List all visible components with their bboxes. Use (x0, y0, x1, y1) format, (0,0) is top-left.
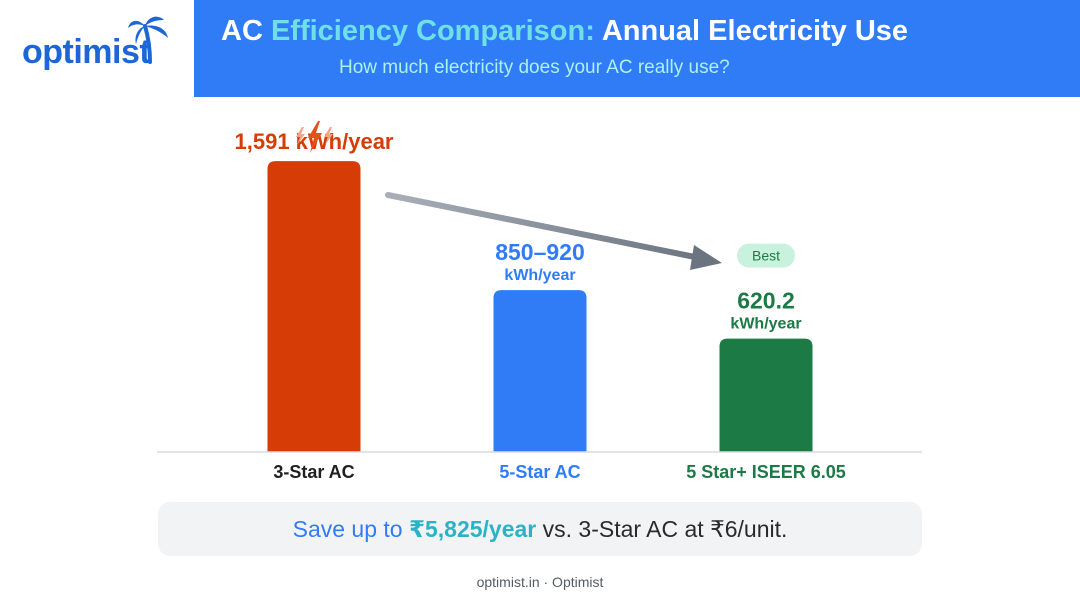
savings-part-2: vs. 3-Star AC at ₹6/unit. (536, 516, 788, 542)
value-unit-3: kWh/year (730, 316, 801, 333)
palm-tree-icon (128, 16, 168, 64)
page-subtitle: How much electricity does your AC really… (339, 57, 730, 78)
best-badge (737, 243, 795, 268)
brand-name: optimist (22, 33, 151, 71)
lightning-icon (296, 121, 333, 153)
trend-arrow (385, 192, 722, 270)
category-label-1: 3-Star AC (273, 462, 354, 482)
footer-credit: optimist.in · Optimist (476, 574, 604, 590)
title-part-1: AC (221, 15, 271, 47)
value-label-3: 620.2 (737, 288, 795, 314)
bar-1 (267, 161, 361, 452)
bar-3 (719, 338, 813, 452)
value-label-2: 850–920 (495, 239, 585, 265)
savings-part-1: Save up to (292, 516, 409, 542)
savings-callout: Save up to ₹5,825/year vs. 3-Star AC at … (158, 502, 922, 556)
title-part-3: Annual Electricity Use (594, 15, 909, 47)
category-label-2: 5-Star AC (499, 462, 580, 482)
brand-logo: optimist (0, 0, 194, 97)
savings-amount: ₹5,825/year (408, 516, 537, 542)
header-banner: AC Efficiency Comparison: Annual Electri… (194, 0, 1080, 97)
value-unit-2: kWh/year (504, 267, 575, 284)
title-part-2: Efficiency Comparison: (270, 15, 595, 47)
category-label-3: 5 Star+ ISEER 6.05 (686, 462, 846, 482)
bar-2 (493, 290, 587, 452)
best-badge-label: Best (752, 248, 780, 264)
page-title: AC Efficiency Comparison: Annual Electri… (221, 15, 908, 48)
savings-text: Save up to ₹5,825/year vs. 3-Star AC at … (158, 516, 922, 543)
